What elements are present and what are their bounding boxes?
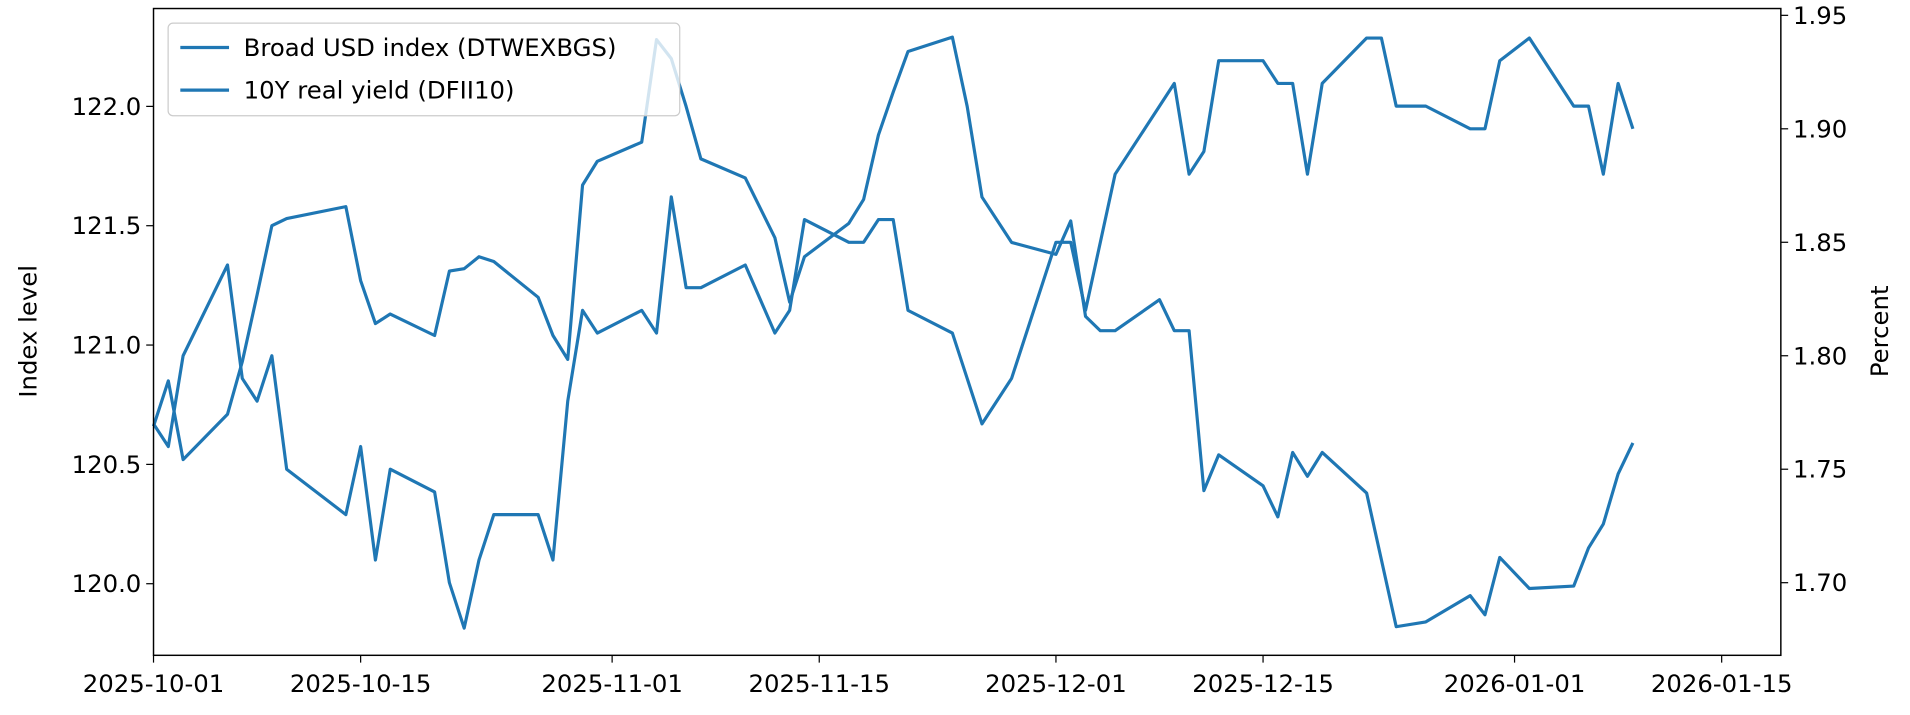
y-tick-label: 120.0 [72, 569, 142, 598]
x-tick-label: 2026-01-15 [1651, 669, 1793, 698]
y2-tick-label: 1.80 [1793, 341, 1847, 370]
y-tick-label: 122.0 [72, 92, 142, 121]
y2-axis-label: Percent [1865, 285, 1894, 377]
y2-tick-label: 1.85 [1793, 228, 1847, 257]
legend-box [167, 22, 681, 117]
line-series [152, 36, 1635, 630]
x-tick-label: 2025-10-15 [290, 669, 432, 698]
y2-tick-label: 1.75 [1793, 455, 1847, 484]
y2-tick-label: 1.70 [1793, 568, 1847, 597]
legend-label: Broad USD index (DTWEXBGS) [244, 33, 617, 62]
plot-frame [152, 7, 1782, 657]
y-tick-label: 120.5 [72, 450, 142, 479]
line-series [152, 35, 1635, 629]
y-tick-label: 121.5 [72, 211, 142, 240]
x-tick-label: 2025-10-01 [83, 669, 225, 698]
x-tick-label: 2025-12-01 [985, 669, 1127, 698]
y-tick-label: 121.0 [72, 331, 142, 360]
y-axis-label: Index level [14, 265, 43, 398]
legend: Broad USD index (DTWEXBGS) 10Y real yield… [167, 22, 681, 117]
y2-tick-label: 1.95 [1793, 1, 1847, 30]
x-tick-label: 2025-11-15 [748, 669, 890, 698]
x-tick-label: 2026-01-01 [1444, 669, 1586, 698]
x-tick-label: 2025-12-15 [1192, 669, 1334, 698]
y2-tick-label: 1.90 [1793, 114, 1847, 143]
x-tick-label: 2025-11-01 [541, 669, 683, 698]
legend-label: 10Y real yield (DFII10) [244, 76, 515, 105]
